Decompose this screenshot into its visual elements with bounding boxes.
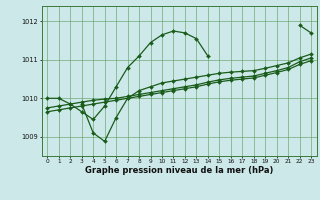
- X-axis label: Graphe pression niveau de la mer (hPa): Graphe pression niveau de la mer (hPa): [85, 166, 273, 175]
